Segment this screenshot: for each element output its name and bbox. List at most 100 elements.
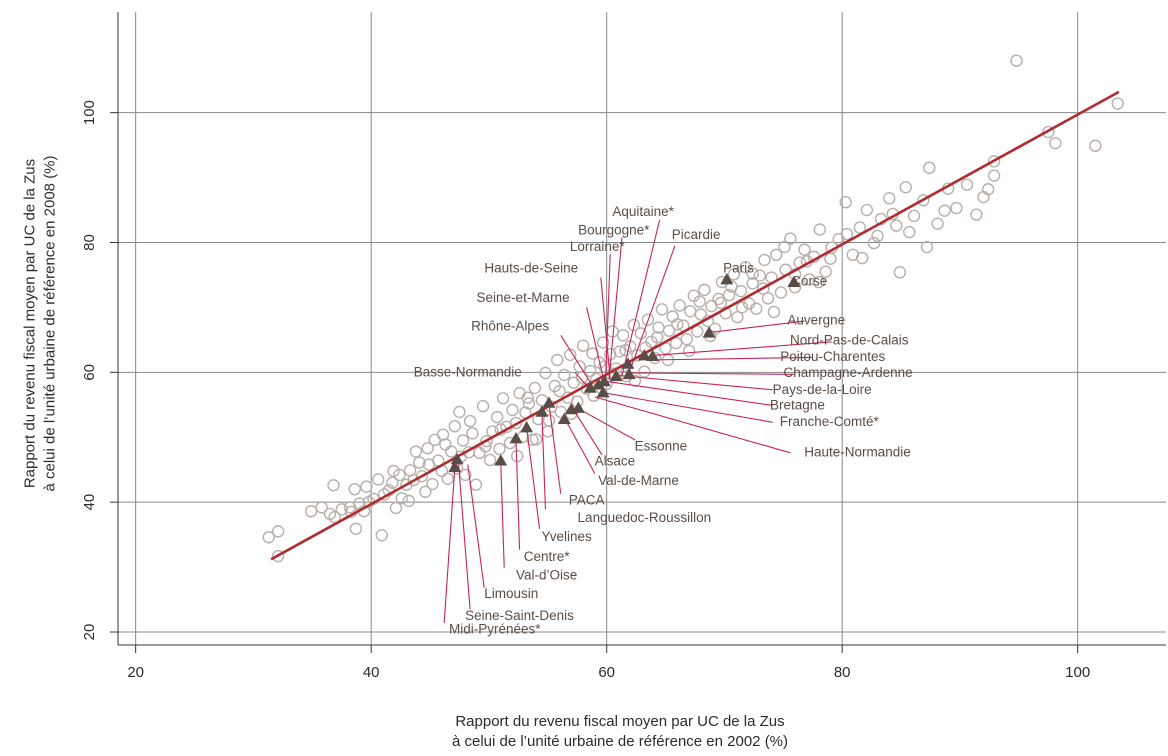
zus-point (698, 283, 711, 297)
region-point (542, 396, 556, 408)
zus-point (694, 308, 708, 321)
zus-point (619, 344, 632, 357)
zus-point (445, 445, 458, 458)
y-axis-label-line-1: Rapport du revenu fiscal moyen par UC de… (21, 158, 39, 489)
zus-point (421, 442, 434, 455)
zus-point (899, 181, 912, 194)
leader-line (443, 468, 456, 623)
zus-point (691, 325, 704, 338)
region-label: Midi-Pyrénées* (449, 622, 541, 637)
zus-point (871, 229, 884, 243)
zus-point (604, 347, 617, 361)
zus-point (513, 386, 526, 400)
region-point (520, 421, 534, 433)
zus-point (722, 288, 736, 302)
zus-point (528, 381, 542, 395)
zus-point (883, 192, 896, 205)
zus-point (575, 371, 589, 384)
zus-point (315, 501, 328, 514)
zus-point (436, 428, 450, 441)
region-point (564, 402, 578, 415)
region-label: Rhône-Alpes (471, 318, 549, 333)
zus-point (950, 201, 963, 215)
zus-point (867, 236, 881, 250)
zus-point (641, 313, 655, 326)
zus-point (375, 529, 388, 542)
leader-line (578, 408, 636, 441)
zus-point (746, 277, 759, 290)
zus-point (573, 360, 586, 373)
zus-point (853, 221, 867, 234)
zus-point (596, 336, 610, 349)
region-point (535, 405, 549, 417)
zus-point (1042, 125, 1055, 139)
zus-point (400, 478, 413, 491)
zus-point (476, 399, 490, 413)
zus-point (419, 485, 432, 498)
region-label: Yvelines (541, 529, 592, 544)
zus-point (739, 260, 752, 274)
region-points (448, 272, 801, 472)
region-label: Val-d’Oise (516, 568, 577, 583)
zus-point (529, 432, 543, 446)
zus-point (360, 480, 373, 493)
zus-point (328, 510, 341, 524)
leader-line (606, 380, 773, 406)
zus-point (387, 464, 400, 478)
zus-point (758, 253, 771, 267)
zus-point (456, 434, 470, 447)
zus-point (262, 531, 275, 544)
zus-point (402, 494, 416, 508)
zus-point (473, 446, 486, 460)
x-axis-label-line-2: à celui de l’unité urbaine de référence … (451, 733, 789, 750)
region-point (702, 326, 716, 338)
region-label: Languedoc-Roussillon (578, 510, 712, 525)
leader-line (515, 439, 521, 550)
y-axis-label-line-2: à celui de l’unité urbaine de référence … (41, 155, 59, 492)
grid-lines (118, 12, 1166, 645)
zus-point (819, 265, 832, 278)
leader-line (586, 307, 605, 383)
zus-point (671, 318, 684, 331)
leader-line (712, 320, 805, 333)
zus-point (920, 240, 934, 254)
region-label: PACA (569, 492, 605, 507)
zus-point (735, 301, 749, 314)
region-point (583, 381, 597, 393)
zus-point (327, 479, 340, 492)
zus-point (803, 273, 816, 286)
leader-line (560, 335, 594, 387)
zus-point (490, 410, 504, 424)
zus-point (746, 267, 759, 280)
region-label: Nord-Pas-de-Calais (790, 333, 909, 348)
x-tick-label-20: 20 (127, 664, 144, 681)
zus-point (576, 339, 590, 352)
zus-point (271, 525, 285, 538)
zus-point (987, 169, 1001, 182)
region-label: Corse (791, 274, 827, 289)
zus-point (893, 266, 907, 279)
y-tick-label-80: 80 (81, 234, 98, 251)
zus-point (903, 225, 916, 239)
zus-point (395, 492, 408, 505)
zus-point (813, 223, 827, 236)
zus-point (407, 473, 420, 487)
zus-point (970, 208, 983, 221)
leader-line (564, 419, 596, 474)
region-label: Poitou-Charentes (780, 349, 885, 364)
zus-point (840, 227, 854, 241)
region-point (621, 357, 635, 369)
leader-line (629, 245, 676, 370)
region-label: Val-de-Marne (598, 473, 679, 488)
zus-point (824, 252, 837, 265)
zus-point (1010, 54, 1023, 67)
zus-point (613, 345, 626, 358)
zus-point (348, 482, 361, 496)
zus-point (669, 336, 683, 350)
region-labels: Paris Corse Aquitaine* Bourgogne* Lorraine* P… (414, 204, 913, 636)
zus-point (349, 522, 363, 535)
region-label: Seine-et-Marne (477, 290, 570, 305)
zus-point (453, 405, 466, 419)
region-label: Pays-de-la-Loire (773, 382, 872, 397)
zus-point (463, 414, 477, 428)
